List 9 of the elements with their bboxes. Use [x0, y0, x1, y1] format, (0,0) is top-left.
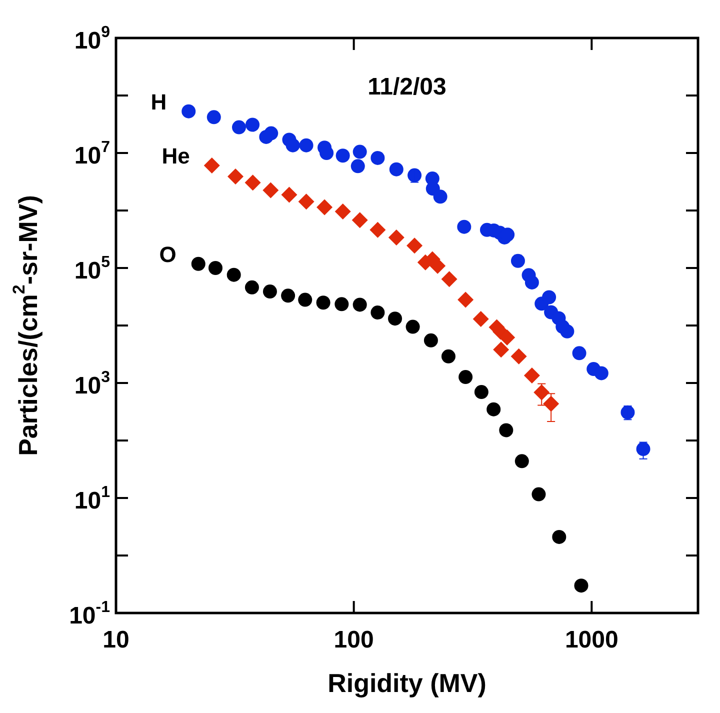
series-label: O [159, 242, 176, 267]
x-axis-title: Rigidity (MV) [328, 668, 486, 698]
x-tick-label: 1000 [564, 626, 618, 654]
y-axis-title: Particles/(cm2-sr-MV) [9, 195, 44, 456]
series-label: H [150, 89, 167, 114]
series-label: He [162, 144, 190, 169]
x-tick-label: 10 [102, 626, 130, 654]
text: 11/2/03 [368, 74, 446, 101]
x-tick-label: 100 [334, 626, 374, 654]
